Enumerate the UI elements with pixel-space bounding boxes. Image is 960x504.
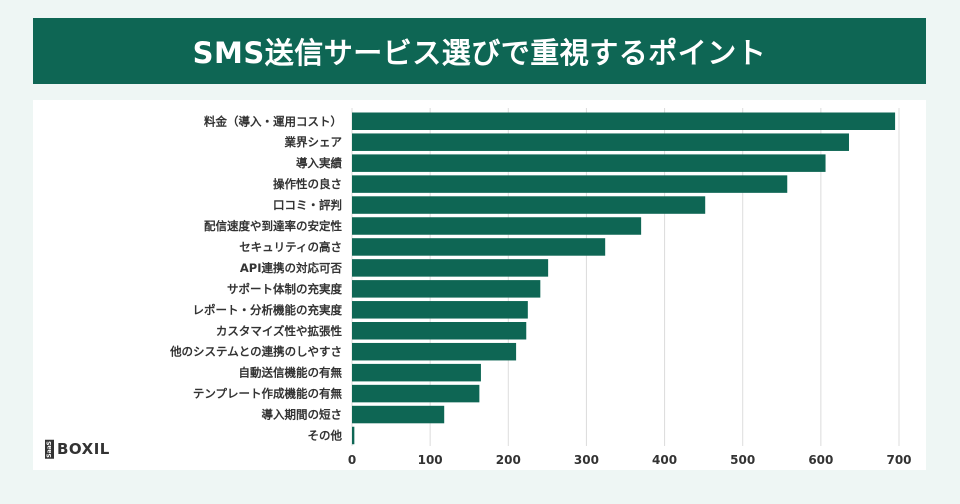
chart-title: SMS送信サービス選びで重視するポイント: [33, 18, 926, 84]
logo-saas: SaaS: [45, 440, 54, 459]
bar: [352, 342, 517, 361]
bar: [352, 280, 541, 298]
bar: [352, 175, 788, 193]
category-label: 他のシステムとの連携のしやすさ: [169, 345, 342, 359]
bar: [352, 112, 896, 130]
bar: [352, 154, 826, 172]
bar: [352, 405, 445, 424]
category-label: API連携の対応可否: [240, 261, 343, 275]
bar: [352, 133, 849, 151]
logo-brand: BOXIL: [57, 440, 110, 459]
category-label: 自動送信機能の有無: [239, 366, 343, 380]
category-label: 配信速度や到達率の安定性: [204, 219, 342, 233]
bar: [352, 384, 480, 403]
x-tick-label: 500: [730, 453, 755, 467]
bar: [352, 363, 481, 382]
bar: [352, 196, 706, 214]
x-tick-label: 0: [348, 453, 356, 467]
x-tick-label: 300: [574, 453, 599, 467]
category-label: 口コミ・評判: [273, 198, 342, 212]
x-tick-label: 600: [808, 453, 833, 467]
x-tick-label: 200: [496, 453, 521, 467]
bar: [352, 322, 527, 340]
boxil-logo: SaaS BOXIL: [45, 440, 110, 459]
category-label: テンプレート作成機能の有無: [193, 387, 343, 401]
category-label: その他: [308, 429, 343, 443]
bar: [352, 238, 606, 256]
category-label: 操作性の良さ: [273, 177, 342, 191]
category-label: サポート体制の充実度: [227, 282, 342, 296]
bar: [352, 217, 642, 235]
x-tick-label: 700: [886, 453, 911, 467]
category-label: 導入期間の短さ: [262, 408, 343, 422]
bar: [352, 301, 528, 319]
category-label: レポート・分析機能の充実度: [193, 303, 343, 317]
bar: [352, 426, 355, 445]
category-label: 料金（導入・運用コスト）: [204, 114, 342, 128]
category-label: カスタマイズ性や拡張性: [216, 324, 343, 338]
category-label: 導入実績: [296, 156, 342, 170]
bar: [352, 259, 549, 277]
x-tick-label: 100: [418, 453, 443, 467]
category-label: 業界シェア: [284, 135, 343, 149]
x-tick-label: 400: [652, 453, 677, 467]
category-label: セキュリティの高さ: [239, 240, 342, 254]
